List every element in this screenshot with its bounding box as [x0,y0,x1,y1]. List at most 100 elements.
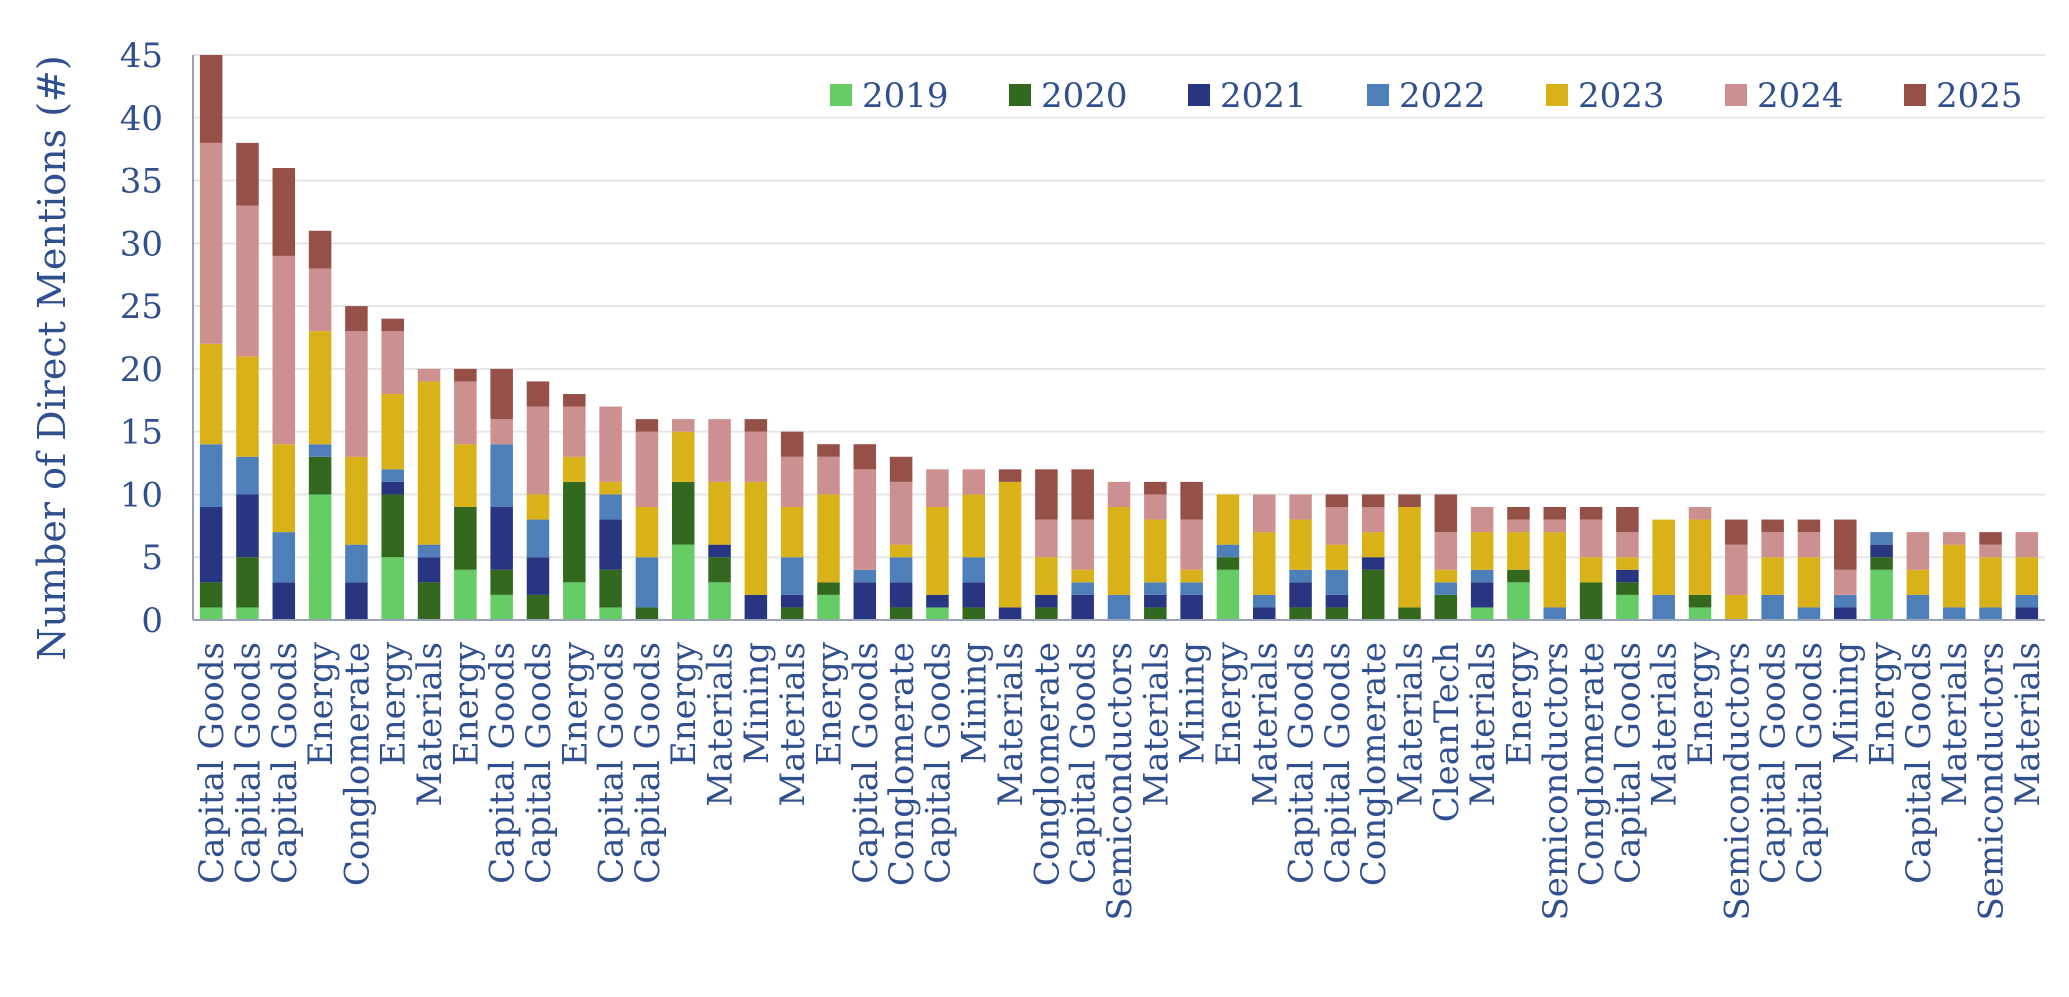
bar-19-2024 [853,469,877,570]
bar-12-2023 [599,481,622,495]
bar-2-2020 [236,557,259,608]
bar-12-2021 [599,519,622,570]
bar-17-2024 [780,456,804,507]
bar-18-2019 [817,594,840,620]
bar-2-2023 [236,356,259,457]
bar-27-2025 [1144,481,1167,495]
x-tick-label-24: Conglomerate [1027,642,1067,886]
x-tick-label-26: Semiconductors [1100,642,1140,920]
bar-3-2024 [272,255,296,445]
x-tick-label-14: Energy [664,641,704,766]
bar-34-2025 [1398,494,1421,507]
bar-34-2023 [1398,507,1421,608]
bar-33-2021 [1361,557,1385,570]
x-tick-label-38: Semiconductors [1536,642,1576,920]
bar-18-2024 [817,456,840,495]
x-tick-label-49: Materials [1935,642,1975,807]
bar-8-2025 [454,368,477,382]
bar-15-2019 [708,582,731,620]
bar-21-2024 [926,469,949,507]
legend-label-2021: 2021 [1220,76,1307,116]
x-tick-label-7: Materials [410,642,450,807]
bar-49-2024 [1942,532,1966,545]
bar-2-2019 [236,607,259,620]
legend-swatch-2019 [830,84,852,106]
y-tick-label-35: 35 [120,162,163,202]
bar-32-2020 [1325,607,1349,620]
bar-15-2020 [708,557,731,583]
bar-19-2021 [853,582,877,620]
bar-25-2025 [1071,469,1094,520]
bar-39-2025 [1579,507,1603,520]
bar-16-2021 [744,594,768,620]
x-tick-label-18: Energy [809,641,849,766]
bar-46-2021 [1834,607,1857,620]
bar-7-2024 [417,368,441,382]
bar-1-2025 [199,55,223,143]
y-tick-label-10: 10 [120,475,163,515]
bar-49-2023 [1942,544,1966,608]
bar-22-2020 [962,607,986,620]
bar-35-2025 [1434,494,1458,533]
bar-24-2021 [1035,594,1058,608]
bar-20-2022 [889,557,913,583]
bar-3-2021 [272,582,296,620]
bar-13-2023 [635,507,659,558]
bar-13-2020 [635,607,659,620]
bar-21-2023 [926,507,949,595]
bar-6-2020 [381,494,404,558]
bar-27-2020 [1144,607,1167,620]
bar-45-2025 [1797,519,1821,533]
x-tick-label-46: Mining [1826,642,1866,764]
x-tick-label-3: Capital Goods [265,642,305,884]
bar-9-2022 [490,444,513,507]
bar-5-2024 [345,331,368,457]
x-tick-label-2: Capital Goods [228,642,268,884]
bar-1-2019 [199,607,223,620]
bar-36-2022 [1470,569,1494,583]
bar-3-2023 [272,444,296,533]
bar-29-2023 [1216,494,1240,545]
bar-6-2024 [381,331,404,394]
bar-40-2024 [1616,532,1639,558]
x-tick-label-37: Energy [1499,641,1539,766]
bar-8-2020 [454,507,477,570]
bar-7-2021 [417,557,441,583]
bar-36-2024 [1470,507,1494,533]
bar-30-2024 [1252,494,1276,533]
bar-22-2024 [962,469,986,495]
bar-38-2023 [1543,532,1567,608]
bar-4-2020 [308,456,332,495]
x-tick-label-8: Energy [446,641,486,766]
bar-17-2025 [780,431,804,457]
bar-40-2025 [1616,507,1639,533]
bar-40-2019 [1616,594,1639,620]
bar-40-2020 [1616,582,1639,595]
bar-8-2023 [454,444,477,507]
bar-8-2019 [454,569,477,620]
bar-51-2022 [2015,594,2039,608]
legend-swatch-2025 [1904,84,1926,106]
bar-40-2023 [1616,557,1639,570]
bar-28-2025 [1180,481,1203,520]
legend-label-2024: 2024 [1757,76,1844,116]
bar-35-2023 [1434,569,1458,583]
bar-15-2023 [708,481,731,545]
x-tick-label-21: Capital Goods [918,642,958,884]
bar-32-2022 [1325,569,1349,595]
bar-12-2024 [599,406,622,482]
bar-31-2023 [1289,519,1312,570]
x-tick-label-15: Materials [701,642,741,807]
x-tick-label-42: Energy [1681,641,1721,766]
bar-38-2024 [1543,519,1567,533]
bar-47-2022 [1870,532,1893,545]
bar-24-2025 [1035,469,1058,520]
bar-50-2022 [1979,607,2002,620]
bar-43-2024 [1725,544,1748,595]
x-tick-label-32: Capital Goods [1318,642,1358,884]
bar-50-2023 [1979,557,2002,608]
bar-6-2023 [381,394,404,470]
legend-label-2023: 2023 [1578,76,1665,116]
bar-4-2024 [308,268,332,332]
